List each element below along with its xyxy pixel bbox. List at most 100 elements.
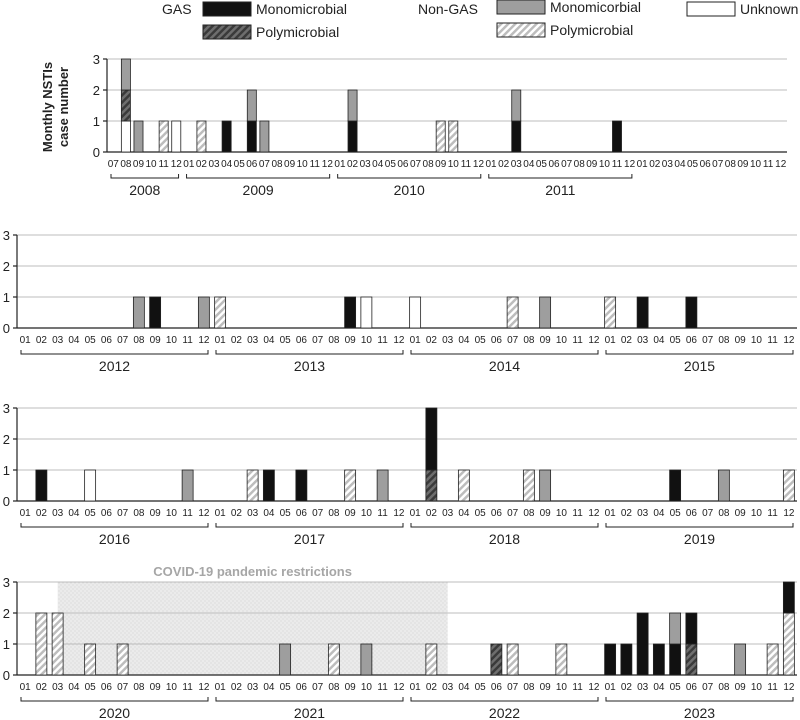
bar-segment-unknown-2013-10 [360, 296, 373, 329]
bar-segment-ngas-mono-2008-09 [133, 120, 144, 153]
month-label: 04 [653, 508, 665, 519]
month-label: 12 [775, 159, 787, 170]
year-label: 2017 [294, 531, 325, 547]
month-label: 09 [737, 159, 749, 170]
month-label: 11 [572, 508, 583, 519]
legend-label-gas-mono: Monomicrobial [256, 1, 347, 17]
year-label: 2022 [489, 705, 520, 720]
month-label: 12 [198, 508, 210, 519]
month-label: 07 [561, 159, 573, 170]
bar-segment-gas-mono-2023-05 [669, 643, 682, 676]
y-axis-title-line-2: case number [56, 67, 71, 147]
year-bracket [215, 350, 404, 355]
month-label: 10 [297, 159, 309, 170]
bar-segment-ngas-poly-2017-03 [246, 469, 259, 502]
bar-segment-ngas-mono-2019-08 [717, 469, 730, 502]
month-label: 07 [117, 335, 129, 346]
month-label: 05 [670, 335, 682, 346]
bar-segment-ngas-poly-2015-01 [604, 296, 617, 329]
month-label: 01 [20, 682, 32, 693]
month-label: 10 [599, 159, 611, 170]
month-label: 06 [296, 682, 308, 693]
month-label: 03 [360, 159, 372, 170]
y-tick-label: 0 [3, 668, 10, 683]
bar-segment-gas-mono-2016-02 [35, 469, 48, 502]
month-label: 09 [540, 682, 552, 693]
legend-label-gas-poly: Polymicrobial [256, 24, 339, 40]
year-label: 2019 [684, 531, 715, 547]
month-label: 01 [215, 682, 227, 693]
month-label: 06 [296, 508, 308, 519]
month-label: 01 [334, 159, 346, 170]
month-label: 12 [624, 159, 636, 170]
bar-segment-gas-mono-2012-09 [149, 296, 162, 329]
year-label: 2010 [394, 182, 425, 198]
month-label: 08 [718, 335, 730, 346]
bar-segment-ngas-mono-2012-12 [197, 296, 210, 329]
bar-segment-gas-poly-2022-06 [490, 643, 503, 676]
y-tick-label: 1 [3, 637, 10, 652]
month-label: 11 [377, 508, 388, 519]
month-label: 08 [718, 682, 730, 693]
month-label: 03 [247, 335, 259, 346]
month-label: 10 [448, 159, 460, 170]
month-label: 08 [523, 682, 535, 693]
month-label: 03 [637, 335, 649, 346]
year-bracket [20, 350, 209, 355]
year-bracket [110, 174, 180, 179]
bar-segment-gas-poly-2018-02 [425, 469, 438, 502]
bar-segment-unknown-2008-08 [120, 120, 131, 153]
month-label: 03 [511, 159, 523, 170]
y-tick-label: 0 [93, 145, 100, 160]
month-label: 08 [718, 508, 730, 519]
month-label: 05 [280, 682, 292, 693]
bar-segment-ngas-poly-2021-08 [327, 643, 340, 676]
month-label: 02 [36, 508, 48, 519]
bar-segment-gas-mono-2023-01 [604, 643, 617, 676]
month-label: 12 [198, 682, 210, 693]
month-label: 05 [280, 335, 292, 346]
legend: GAS Monomicrobial Polymicrobial Non-GAS … [162, 0, 798, 40]
year-label: 2016 [99, 531, 130, 547]
month-label: 06 [548, 159, 560, 170]
bar-segment-gas-mono-2011-11 [612, 120, 622, 153]
month-label: 10 [556, 682, 568, 693]
month-label: 01 [410, 335, 422, 346]
month-label: 12 [198, 335, 210, 346]
bar-segment-ngas-mono-2017-11 [376, 469, 389, 502]
month-label: 06 [491, 335, 503, 346]
month-label: 05 [280, 508, 292, 519]
month-label: 12 [588, 682, 600, 693]
month-label: 12 [322, 159, 334, 170]
month-label: 05 [475, 682, 487, 693]
month-label: 12 [393, 508, 405, 519]
month-label: 09 [345, 682, 357, 693]
month-label: 02 [196, 159, 208, 170]
month-label: 03 [52, 682, 64, 693]
month-label: 08 [271, 159, 283, 170]
bar-segment-gas-mono-2013-09 [344, 296, 357, 329]
month-label: 08 [328, 335, 340, 346]
year-bracket [410, 523, 599, 528]
bar-segment-gas-mono-2009-04 [221, 120, 232, 153]
bar-segment-ngas-mono-2009-06 [246, 89, 257, 122]
month-label: 07 [702, 508, 714, 519]
month-label: 08 [523, 508, 535, 519]
month-label: 02 [231, 335, 243, 346]
month-label: 06 [397, 159, 409, 170]
month-label: 01 [605, 682, 617, 693]
y-tick-label: 0 [3, 321, 10, 336]
bar-segment-ngas-mono-2021-10 [360, 643, 373, 676]
year-bracket [605, 350, 794, 355]
month-label: 06 [101, 335, 113, 346]
legend-swatch-gas-mono [202, 1, 252, 17]
month-label: 12 [588, 335, 600, 346]
year-label: 2008 [129, 182, 160, 198]
bar-segment-ngas-poly-2023-12 [782, 612, 795, 676]
month-label: 07 [117, 682, 129, 693]
month-label: 10 [751, 508, 763, 519]
